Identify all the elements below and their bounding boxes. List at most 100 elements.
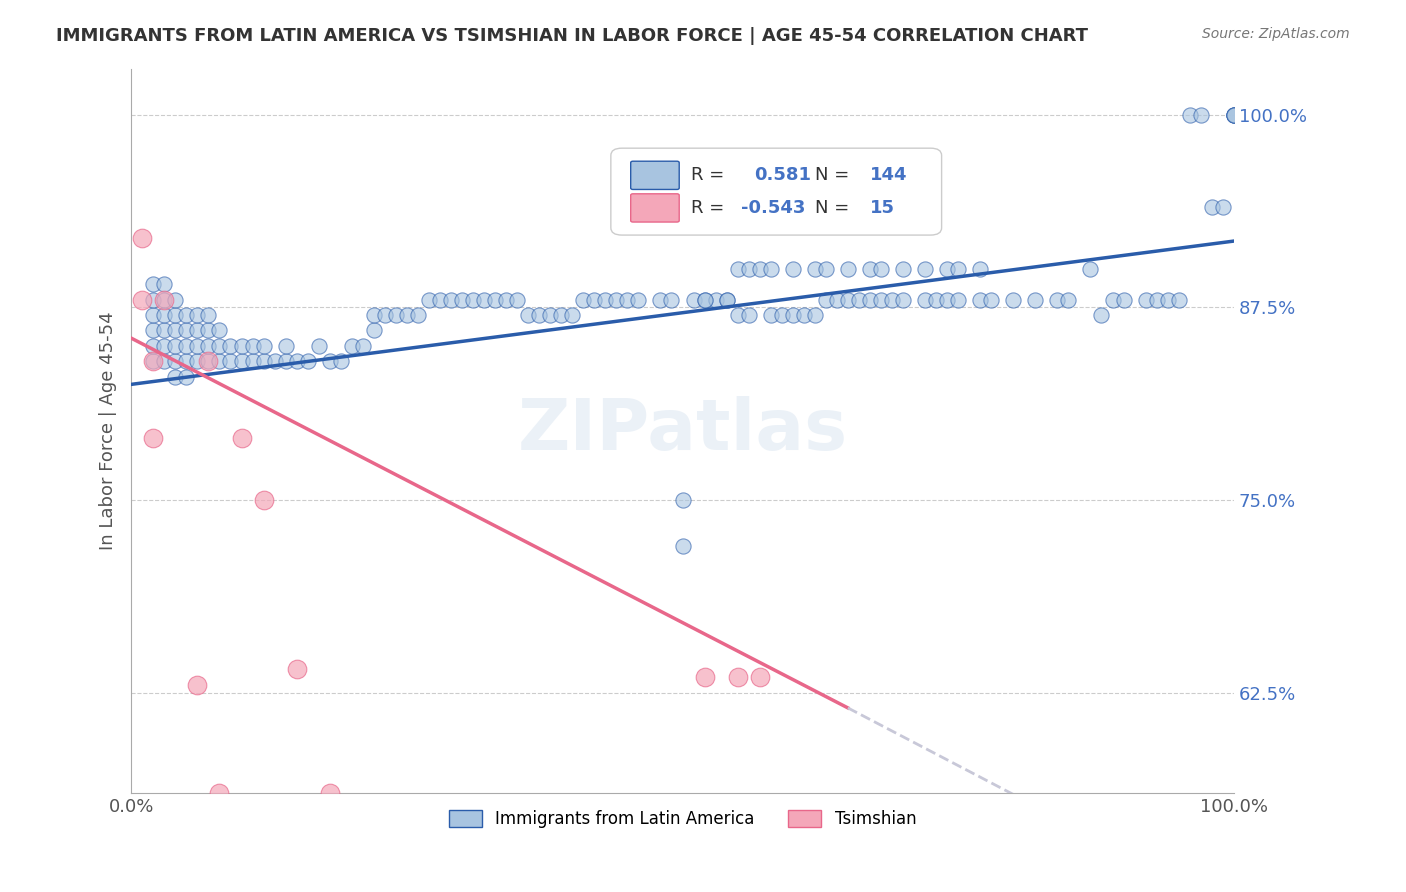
Point (1046, 293, 1069, 307)
Text: Source: ZipAtlas.com: Source: ZipAtlas.com (1202, 27, 1350, 41)
Point (142, 323, 165, 337)
Point (870, 293, 893, 307)
Text: N =: N = (815, 166, 849, 184)
Point (793, 308, 815, 322)
Point (395, 308, 418, 322)
FancyBboxPatch shape (631, 194, 679, 222)
Point (716, 293, 738, 307)
Point (980, 293, 1002, 307)
Point (693, 293, 716, 307)
Point (231, 354, 253, 368)
Point (329, 354, 352, 368)
FancyBboxPatch shape (631, 161, 679, 189)
Point (418, 293, 440, 307)
Point (759, 308, 782, 322)
Point (1201, 200, 1223, 214)
Point (661, 293, 683, 307)
Point (176, 354, 198, 368)
Point (1212, 200, 1234, 214)
Point (208, 339, 231, 353)
Point (891, 261, 914, 276)
Point (627, 293, 650, 307)
Text: -0.543: -0.543 (741, 199, 806, 217)
Point (1146, 293, 1168, 307)
Point (1167, 293, 1189, 307)
Point (385, 308, 408, 322)
Point (870, 261, 893, 276)
Point (472, 293, 495, 307)
Point (825, 293, 848, 307)
Point (176, 323, 198, 337)
Point (131, 293, 153, 307)
Point (252, 492, 274, 507)
Point (153, 293, 176, 307)
Point (186, 678, 208, 692)
Point (274, 354, 297, 368)
Text: ZIPatlas: ZIPatlas (517, 396, 848, 465)
Point (242, 354, 264, 368)
Point (297, 354, 319, 368)
Point (208, 323, 231, 337)
Point (550, 308, 572, 322)
Point (142, 308, 165, 322)
Point (704, 293, 727, 307)
Point (770, 308, 793, 322)
Point (142, 339, 165, 353)
Point (252, 339, 274, 353)
Point (165, 323, 187, 337)
Point (197, 354, 219, 368)
Point (595, 293, 617, 307)
Point (727, 670, 749, 684)
Legend: Immigrants from Latin America, Tsimshian: Immigrants from Latin America, Tsimshian (441, 804, 922, 835)
Point (671, 539, 693, 553)
Point (814, 261, 837, 276)
Point (252, 354, 274, 368)
Point (561, 308, 583, 322)
Point (340, 339, 363, 353)
Point (859, 293, 882, 307)
Point (650, 293, 672, 307)
Point (461, 293, 484, 307)
Point (1156, 293, 1178, 307)
Point (495, 293, 517, 307)
Point (1080, 261, 1102, 276)
Point (693, 670, 716, 684)
Point (197, 323, 219, 337)
Point (242, 339, 264, 353)
Text: 15: 15 (870, 199, 896, 217)
Point (727, 308, 749, 322)
Point (936, 293, 959, 307)
Point (219, 339, 242, 353)
Point (186, 339, 208, 353)
Point (1223, 108, 1246, 122)
Point (1101, 293, 1123, 307)
Point (363, 323, 385, 337)
Point (1090, 308, 1112, 322)
Point (153, 323, 176, 337)
Point (165, 339, 187, 353)
Point (176, 339, 198, 353)
Point (891, 293, 914, 307)
Point (527, 308, 550, 322)
Point (1178, 108, 1201, 122)
Point (880, 293, 903, 307)
Point (782, 261, 804, 276)
Point (208, 786, 231, 800)
Point (782, 308, 804, 322)
Point (318, 354, 340, 368)
Point (308, 339, 330, 353)
Point (517, 308, 540, 322)
Point (197, 339, 219, 353)
Point (363, 308, 385, 322)
Point (936, 261, 959, 276)
Point (859, 261, 882, 276)
Point (914, 293, 936, 307)
Text: N =: N = (815, 199, 849, 217)
Point (583, 293, 606, 307)
Point (165, 369, 187, 384)
Point (352, 339, 374, 353)
Point (848, 293, 870, 307)
Point (142, 277, 165, 292)
Point (285, 354, 308, 368)
Point (142, 354, 165, 368)
